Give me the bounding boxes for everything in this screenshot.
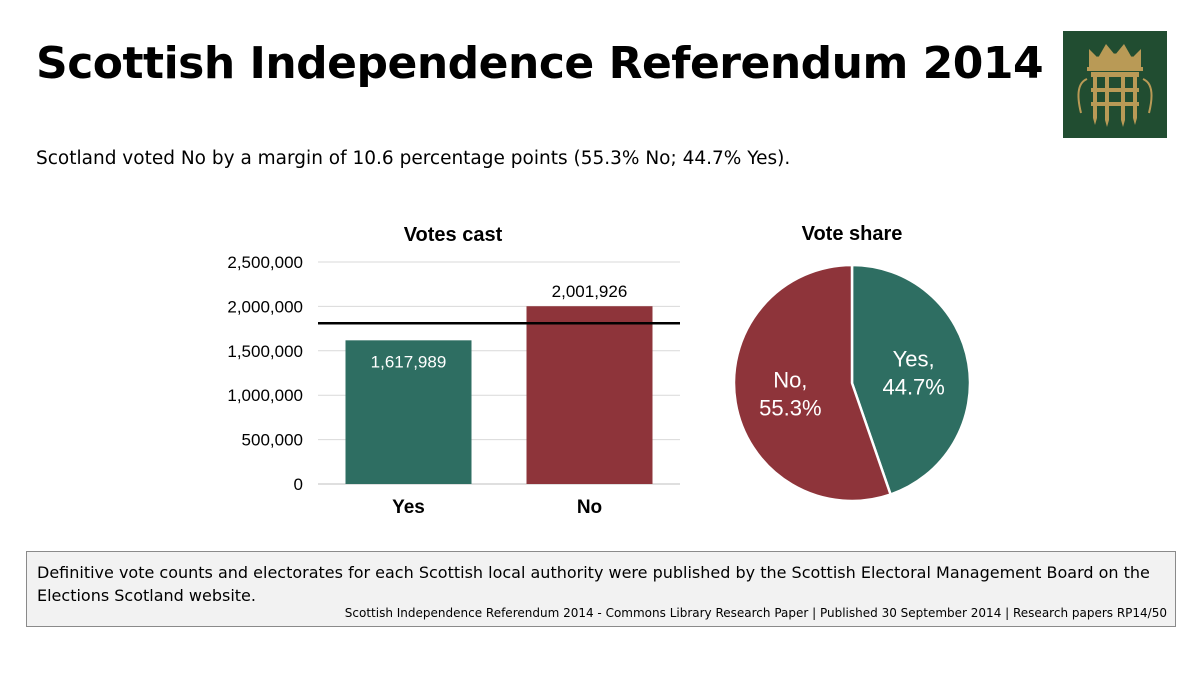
summary-text: Scotland voted No by a margin of 10.6 pe… bbox=[36, 148, 791, 169]
pie-chart-title: Vote share bbox=[802, 223, 903, 245]
pie-slice-no bbox=[732, 263, 892, 503]
portcullis-icon bbox=[1077, 43, 1153, 127]
pie-slice-label: Yes, bbox=[893, 347, 935, 372]
y-tick-label: 500,000 bbox=[242, 431, 303, 450]
pie-slice-label: No, bbox=[773, 367, 807, 392]
pie-slice-percent: 44.7% bbox=[882, 375, 944, 400]
x-tick-label: Yes bbox=[392, 497, 425, 518]
page-title: Scottish Independence Referendum 2014 bbox=[36, 38, 1044, 89]
x-tick-label: No bbox=[577, 497, 602, 518]
bar-yes bbox=[345, 340, 472, 484]
y-tick-label: 2,500,000 bbox=[227, 253, 303, 272]
bar-chart-title: Votes cast bbox=[404, 224, 503, 246]
vote-share-pie-chart: Vote share Yes, 44.7% No, 55.3% bbox=[732, 223, 972, 503]
bar-no bbox=[526, 306, 653, 484]
parliament-logo bbox=[1063, 31, 1167, 138]
footnote-text: Definitive vote counts and electorates f… bbox=[37, 563, 1150, 605]
votes-cast-bar-chart: Votes cast 0 500,000 1,000,000 1,500,000 2,00… bbox=[227, 224, 680, 518]
source-citation: Scottish Independence Referendum 2014 - … bbox=[344, 606, 1167, 620]
bar-value-label: 2,001,926 bbox=[552, 282, 628, 301]
pie-slice-yes bbox=[850, 263, 972, 496]
footnote-box: Definitive vote counts and electorates f… bbox=[26, 551, 1176, 627]
y-tick-label: 1,500,000 bbox=[227, 342, 303, 361]
y-tick-label: 1,000,000 bbox=[227, 386, 303, 405]
y-tick-label: 0 bbox=[294, 475, 303, 494]
charts-area: Votes cast 0 500,000 1,000,000 1,500,000 2,00… bbox=[227, 223, 972, 518]
bar-value-label: 1,617,989 bbox=[371, 352, 447, 371]
y-tick-label: 2,000,000 bbox=[227, 297, 303, 316]
pie-slice-percent: 55.3% bbox=[759, 395, 821, 420]
